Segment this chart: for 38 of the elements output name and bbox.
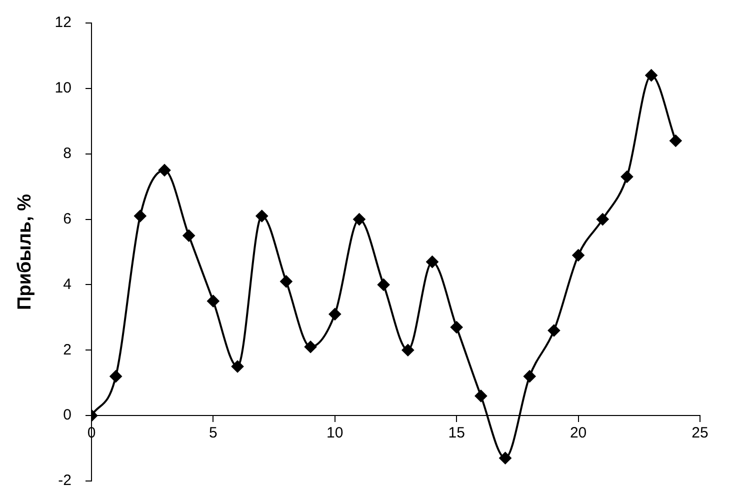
y-tick-label: 0 — [63, 406, 72, 424]
point — [670, 134, 682, 147]
point — [499, 452, 512, 464]
point — [474, 390, 487, 402]
point — [620, 170, 633, 183]
x-tick-label: 25 — [692, 424, 708, 442]
point — [280, 275, 292, 288]
y-tick-label: 2 — [63, 341, 72, 358]
point — [426, 256, 438, 268]
point — [304, 340, 317, 353]
point — [378, 278, 390, 291]
point — [353, 213, 366, 226]
y-tick-label: 8 — [63, 145, 72, 162]
point — [645, 69, 658, 82]
point — [182, 230, 195, 242]
y-tick-label: 10 — [54, 80, 72, 97]
x-tick-label: 5 — [209, 424, 218, 442]
point — [596, 213, 609, 226]
y-tick-label: 12 — [54, 14, 72, 32]
point — [402, 344, 414, 356]
point — [158, 164, 171, 176]
point — [548, 324, 560, 337]
point — [232, 360, 244, 372]
point — [450, 321, 463, 334]
y-axis-title: Прибыль, % — [14, 194, 36, 310]
x-tick-label: 15 — [448, 424, 465, 442]
point — [328, 308, 341, 320]
point — [524, 370, 536, 382]
y-tick-label: 4 — [63, 276, 72, 293]
y-tick-label: -2 — [58, 472, 72, 490]
x-tick-label: 20 — [570, 424, 587, 442]
point — [110, 370, 122, 382]
point — [256, 210, 268, 222]
point — [207, 295, 220, 308]
y-tick-label: 6 — [63, 210, 72, 228]
point — [134, 210, 146, 222]
point — [572, 249, 584, 262]
x-tick-label: 10 — [326, 424, 344, 442]
